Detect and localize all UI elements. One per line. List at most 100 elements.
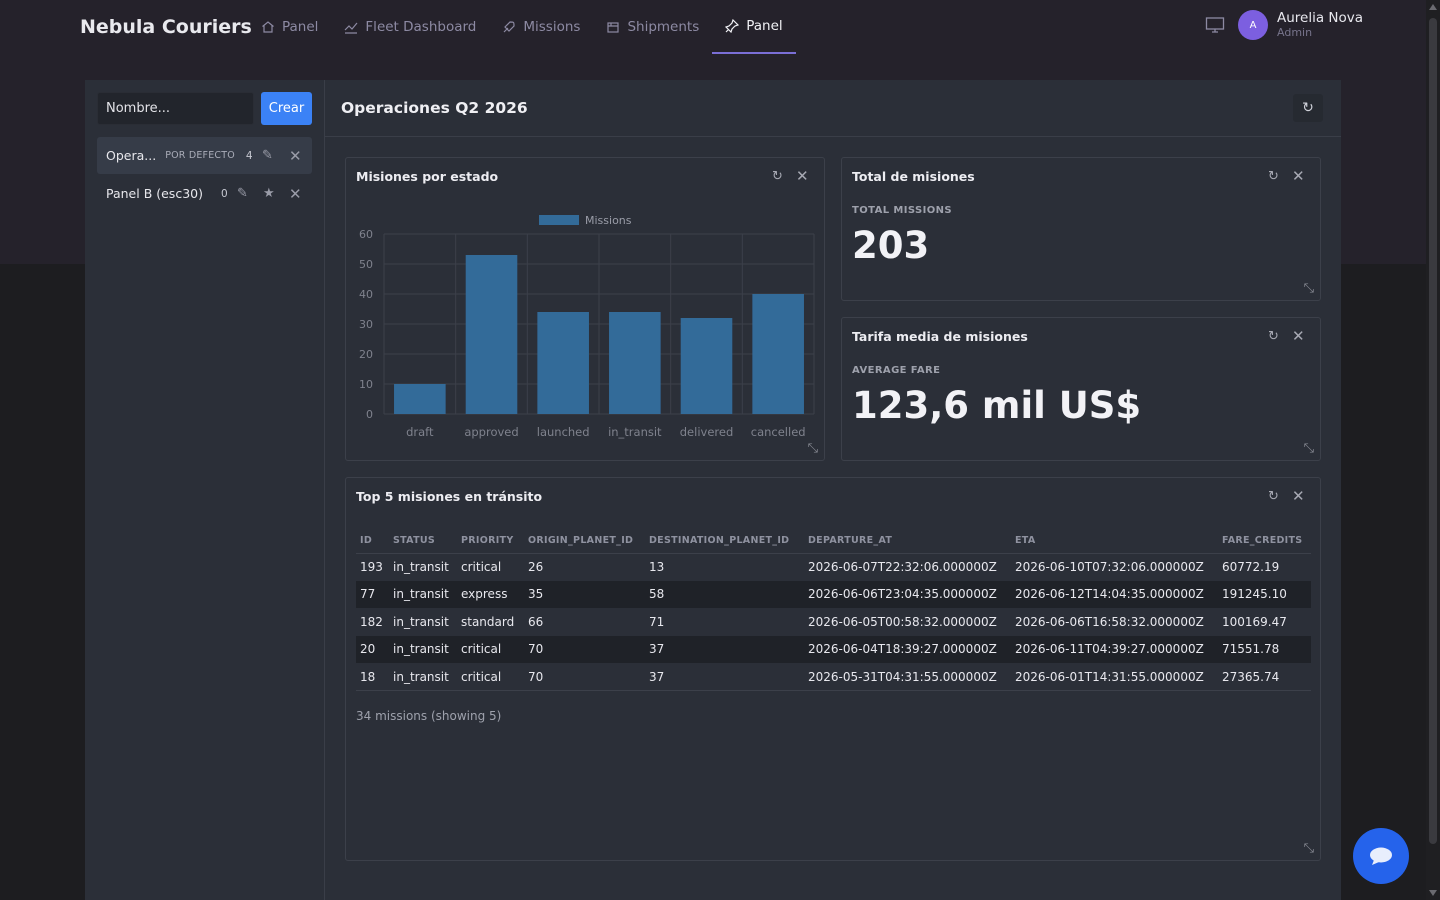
top-missions-widget: Top 5 misiones en tránsito ↻ ✕ ID STATUS… bbox=[345, 477, 1321, 861]
table-cell: 71551.78 bbox=[1218, 635, 1311, 663]
refresh-icon[interactable]: ↻ bbox=[1268, 169, 1279, 184]
table-cell: critical bbox=[457, 635, 524, 663]
column-header[interactable]: STATUS bbox=[389, 528, 457, 554]
table-cell: 60772.19 bbox=[1222, 560, 1280, 574]
widget-title: Total de misiones bbox=[852, 169, 975, 184]
dashboard-name-input[interactable] bbox=[97, 92, 254, 125]
table-cell: 70 bbox=[524, 663, 645, 691]
close-icon[interactable]: ✕ bbox=[1292, 487, 1305, 505]
table-cell: 182 bbox=[360, 614, 383, 629]
dashboard-main: Operaciones Q2 2026 ↻ Misiones por estad… bbox=[325, 80, 1341, 900]
resize-handle-icon[interactable]: ⤡ bbox=[1303, 281, 1314, 296]
table-cell: 70 bbox=[524, 635, 645, 663]
table-cell: 13 bbox=[649, 560, 665, 574]
table-cell: 2026-05-31T04:31:55.000000Z bbox=[804, 663, 1011, 691]
brand-logo[interactable]: Nebula Couriers bbox=[80, 16, 252, 38]
y-tick-label: 60 bbox=[359, 228, 373, 241]
table-cell: 100169.47 bbox=[1222, 614, 1287, 629]
table-cell: 37 bbox=[645, 663, 804, 691]
table-cell: 2026-06-10T07:32:06.000000Z bbox=[1015, 560, 1204, 574]
nav-item-label: Panel bbox=[746, 18, 783, 34]
table-row[interactable]: 18 in_transit critical 70 37 2026-05-31T… bbox=[356, 663, 1311, 691]
legend-swatch bbox=[539, 215, 579, 225]
column-header[interactable]: PRIORITY bbox=[457, 528, 524, 554]
bar bbox=[752, 294, 804, 414]
table-cell: 2026-06-05T00:58:32.000000Z bbox=[808, 614, 997, 629]
y-tick-label: 20 bbox=[359, 348, 373, 361]
table-cell: 77 bbox=[356, 580, 389, 608]
table-row[interactable]: 77 in_transit express 35 58 2026-06-06T2… bbox=[356, 580, 1311, 608]
edit-icon[interactable]: ✎ bbox=[237, 186, 248, 201]
nav-item-shipments[interactable]: Shipments bbox=[593, 0, 712, 54]
dashboard-name: Opera... bbox=[106, 148, 157, 163]
table-cell: 2026-06-07T22:32:06.000000Z bbox=[808, 560, 997, 574]
scroll-up-icon[interactable] bbox=[1429, 4, 1437, 10]
close-icon[interactable]: ✕ bbox=[289, 146, 302, 165]
column-header[interactable]: FARE_CREDITS bbox=[1218, 528, 1311, 554]
legend-label: Missions bbox=[585, 214, 632, 227]
page-scrollbar[interactable] bbox=[1426, 0, 1440, 900]
column-header[interactable]: ID bbox=[356, 528, 389, 554]
user-role: Admin bbox=[1277, 26, 1313, 39]
page-title: Operaciones Q2 2026 bbox=[341, 99, 528, 117]
table-cell: 37 bbox=[645, 635, 804, 663]
close-icon[interactable]: ✕ bbox=[289, 184, 302, 203]
resize-handle-icon[interactable]: ⤡ bbox=[807, 441, 818, 456]
close-icon[interactable]: ✕ bbox=[796, 167, 809, 185]
table-cell: in_transit bbox=[389, 635, 457, 663]
average-fare-widget: Tarifa media de misiones ↻ ✕ AVERAGE FAR… bbox=[841, 317, 1321, 461]
total-missions-widget: Total de misiones ↻ ✕ TOTAL MISSIONS 203… bbox=[841, 157, 1321, 301]
refresh-icon[interactable]: ↻ bbox=[1268, 329, 1279, 344]
table-row[interactable]: 182 in_transit standard 66 71 2026-06-05… bbox=[356, 608, 1311, 636]
resize-handle-icon[interactable]: ⤡ bbox=[1303, 841, 1314, 856]
avatar[interactable]: A bbox=[1238, 10, 1268, 40]
column-header[interactable]: DESTINATION_PLANET_ID bbox=[645, 528, 804, 554]
table-cell: 191245.10 bbox=[1218, 580, 1311, 608]
dashboard-item[interactable]: Opera... POR DEFECTO 4 ✎ ✕ bbox=[97, 137, 312, 174]
refresh-dashboard-button[interactable]: ↻ bbox=[1293, 94, 1323, 122]
dashboard-item[interactable]: Panel B (esc30) 0 ✎ ★ ✕ bbox=[97, 175, 312, 212]
table-footer: 34 missions (showing 5) bbox=[356, 709, 502, 723]
widget-title: Misiones por estado bbox=[356, 169, 499, 184]
refresh-icon: ↻ bbox=[1302, 100, 1314, 116]
column-header[interactable]: ORIGIN_PLANET_ID bbox=[524, 528, 645, 554]
x-tick-label: launched bbox=[537, 425, 590, 439]
x-tick-label: draft bbox=[406, 425, 434, 439]
monitor-icon[interactable] bbox=[1205, 16, 1225, 34]
bar bbox=[609, 312, 661, 414]
table-cell: 58 bbox=[645, 580, 804, 608]
refresh-icon[interactable]: ↻ bbox=[1268, 489, 1279, 504]
table-row[interactable]: 193 in_transit critical 26 13 2026-06-07… bbox=[356, 553, 1311, 581]
table-cell: 2026-06-12T14:04:35.000000Z bbox=[1011, 580, 1218, 608]
nav-item-panel[interactable]: Panel bbox=[248, 0, 331, 54]
dashboards-sidebar: Crear Opera... POR DEFECTO 4 ✎ ✕ Panel B… bbox=[85, 80, 325, 900]
x-tick-label: cancelled bbox=[751, 425, 806, 439]
nav-item-fleet-dashboard[interactable]: Fleet Dashboard bbox=[331, 0, 489, 54]
scrollbar-thumb[interactable] bbox=[1429, 18, 1437, 844]
close-icon[interactable]: ✕ bbox=[1292, 327, 1305, 345]
user-info[interactable]: Aurelia Nova Admin bbox=[1277, 10, 1363, 40]
nav-item-panel-active[interactable]: Panel bbox=[712, 0, 796, 54]
close-icon[interactable]: ✕ bbox=[1292, 167, 1305, 185]
y-tick-label: 50 bbox=[359, 258, 373, 271]
chat-button[interactable] bbox=[1353, 828, 1409, 884]
nav-item-missions[interactable]: Missions bbox=[489, 0, 593, 54]
create-button[interactable]: Crear bbox=[261, 92, 312, 125]
column-header[interactable]: DEPARTURE_AT bbox=[804, 528, 1011, 554]
edit-icon[interactable]: ✎ bbox=[262, 148, 273, 163]
kpi-value: 203 bbox=[852, 224, 930, 267]
default-badge: POR DEFECTO bbox=[165, 150, 235, 161]
y-tick-label: 30 bbox=[359, 318, 373, 331]
resize-handle-icon[interactable]: ⤡ bbox=[1303, 441, 1314, 456]
chat-bubble-icon bbox=[1370, 847, 1392, 865]
widget-title: Top 5 misiones en tránsito bbox=[356, 489, 543, 504]
star-icon[interactable]: ★ bbox=[263, 186, 275, 201]
table-cell: 18 bbox=[356, 663, 389, 691]
table-cell: 26 bbox=[528, 560, 544, 574]
scroll-down-icon[interactable] bbox=[1429, 890, 1437, 896]
column-header[interactable]: ETA bbox=[1011, 528, 1218, 554]
x-tick-label: delivered bbox=[680, 425, 734, 439]
table-row[interactable]: 20 in_transit critical 70 37 2026-06-04T… bbox=[356, 635, 1311, 663]
bar bbox=[465, 255, 518, 414]
refresh-icon[interactable]: ↻ bbox=[772, 169, 783, 184]
